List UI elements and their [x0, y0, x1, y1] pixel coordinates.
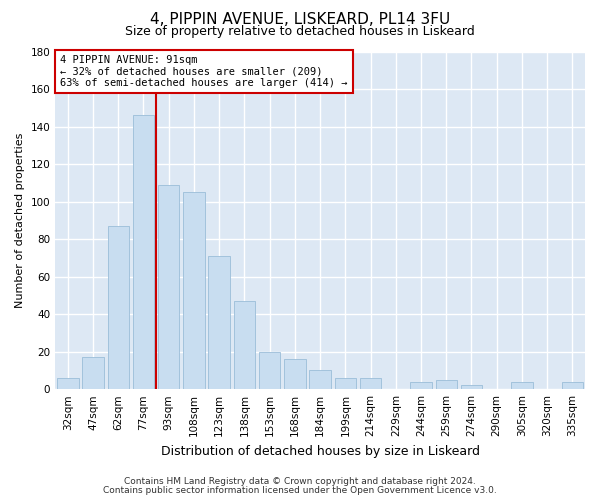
Bar: [57, 378, 79, 389]
Bar: [335, 378, 356, 389]
Bar: [360, 378, 381, 389]
Bar: [158, 184, 179, 389]
Bar: [233, 301, 255, 389]
X-axis label: Distribution of detached houses by size in Liskeard: Distribution of detached houses by size …: [161, 444, 479, 458]
Text: Contains public sector information licensed under the Open Government Licence v3: Contains public sector information licen…: [103, 486, 497, 495]
Text: Size of property relative to detached houses in Liskeard: Size of property relative to detached ho…: [125, 25, 475, 38]
Bar: [562, 382, 583, 389]
Bar: [208, 256, 230, 389]
Bar: [259, 352, 280, 389]
Text: 4, PIPPIN AVENUE, LISKEARD, PL14 3FU: 4, PIPPIN AVENUE, LISKEARD, PL14 3FU: [150, 12, 450, 28]
Bar: [310, 370, 331, 389]
Bar: [82, 358, 104, 389]
Bar: [410, 382, 432, 389]
Text: Contains HM Land Registry data © Crown copyright and database right 2024.: Contains HM Land Registry data © Crown c…: [124, 477, 476, 486]
Bar: [107, 226, 129, 389]
Bar: [133, 116, 154, 389]
Bar: [183, 192, 205, 389]
Bar: [284, 359, 305, 389]
Bar: [436, 380, 457, 389]
Bar: [461, 386, 482, 389]
Text: 4 PIPPIN AVENUE: 91sqm
← 32% of detached houses are smaller (209)
63% of semi-de: 4 PIPPIN AVENUE: 91sqm ← 32% of detached…: [61, 55, 348, 88]
Bar: [511, 382, 533, 389]
Y-axis label: Number of detached properties: Number of detached properties: [15, 132, 25, 308]
